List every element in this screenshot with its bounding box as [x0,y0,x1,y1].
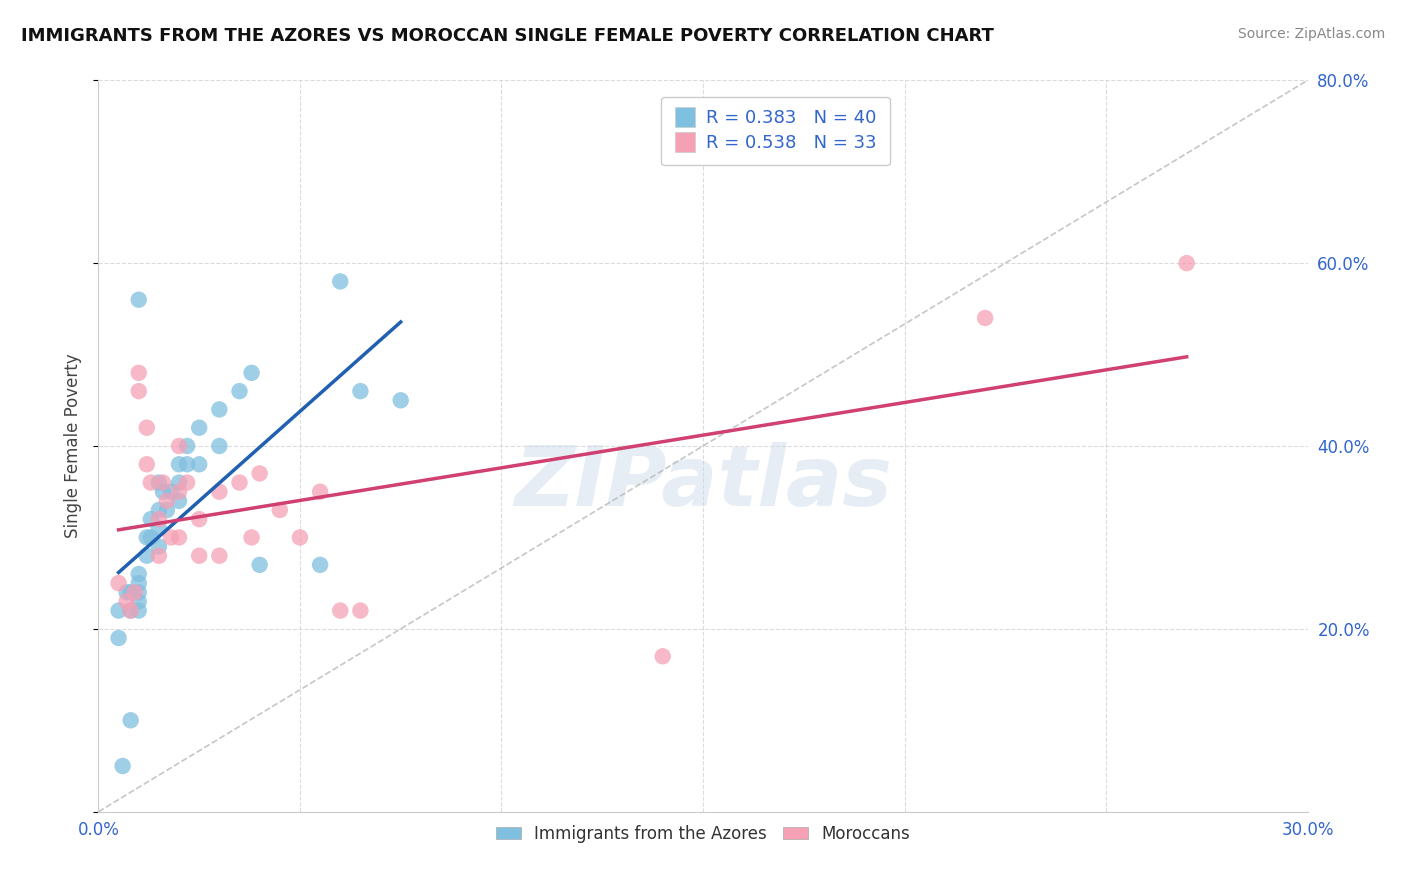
Point [156,494,179,508]
Point [167,484,190,499]
Point [389,393,412,408]
Point [208,402,231,417]
Point [120,585,142,599]
Point [135,421,157,435]
Point [128,585,150,599]
Point [228,384,250,398]
Point [107,631,129,645]
Point [148,512,170,526]
Point [160,530,183,544]
Point [152,484,174,499]
Point [1175,256,1198,270]
Point [120,603,142,617]
Point [148,503,170,517]
Point [288,530,311,544]
Point [240,366,263,380]
Point [208,484,231,499]
Point [128,384,150,398]
Point [139,475,162,490]
Point [135,457,157,471]
Point [156,503,179,517]
Point [148,549,170,563]
Point [115,594,138,608]
Point [115,585,138,599]
Point [139,530,162,544]
Point [974,310,997,325]
Text: IMMIGRANTS FROM THE AZORES VS MOROCCAN SINGLE FEMALE POVERTY CORRELATION CHART: IMMIGRANTS FROM THE AZORES VS MOROCCAN S… [21,27,994,45]
Point [176,457,198,471]
Point [329,275,352,289]
Point [120,714,142,728]
Point [188,421,211,435]
Point [188,549,211,563]
Point [124,585,146,599]
Point [329,603,352,617]
Point [167,494,190,508]
Point [309,484,332,499]
Point [167,457,190,471]
Point [249,467,271,481]
Point [269,503,291,517]
Point [651,649,673,664]
Point [148,540,170,554]
Point [128,603,150,617]
Point [111,759,134,773]
Point [160,484,183,499]
Point [107,603,129,617]
Point [135,549,157,563]
Text: Source: ZipAtlas.com: Source: ZipAtlas.com [1237,27,1385,41]
Legend: Immigrants from the Azores, Moroccans: Immigrants from the Azores, Moroccans [488,816,918,851]
Point [167,439,190,453]
Point [349,384,371,398]
Point [128,576,150,591]
Point [128,366,150,380]
Point [152,475,174,490]
Point [208,549,231,563]
Point [107,576,129,591]
Point [148,521,170,535]
Point [139,512,162,526]
Point [208,439,231,453]
Point [249,558,271,572]
Point [188,512,211,526]
Point [176,439,198,453]
Point [309,558,332,572]
Text: ZIPatlas: ZIPatlas [515,442,891,523]
Point [188,457,211,471]
Point [128,293,150,307]
Point [167,475,190,490]
Point [240,530,263,544]
Point [120,603,142,617]
Point [128,567,150,582]
Point [135,530,157,544]
Point [176,475,198,490]
Point [167,530,190,544]
Point [148,475,170,490]
Point [128,594,150,608]
Point [349,603,371,617]
Y-axis label: Single Female Poverty: Single Female Poverty [63,354,82,538]
Point [228,475,250,490]
